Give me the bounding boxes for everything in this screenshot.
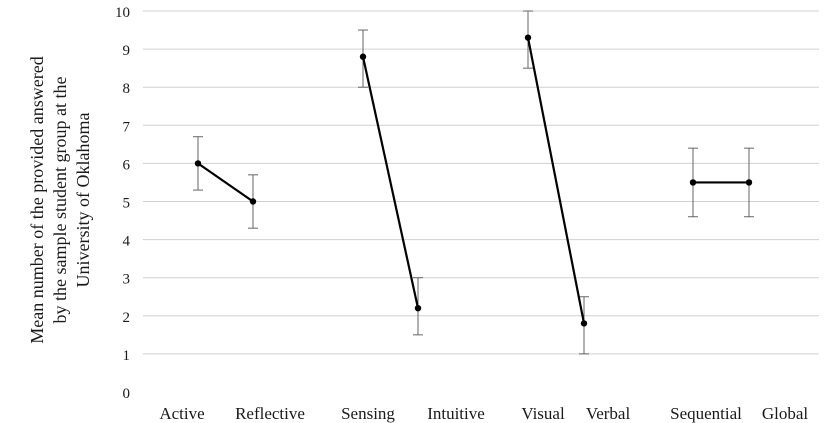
series-layer: [193, 10, 754, 355]
y-axis-title-line-1: Mean number of the provided answered: [27, 56, 47, 343]
y-tick-label-5: 5: [123, 196, 131, 212]
data-point-global: [745, 179, 753, 186]
y-tick-label-6: 6: [123, 157, 131, 173]
x-category-label-global: Global: [762, 404, 809, 423]
y-axis-title-line-3: University of Oklahoma: [73, 113, 93, 288]
x-category-label-sensing: Sensing: [341, 404, 395, 423]
data-point-intuitive: [414, 304, 422, 312]
series-2: [358, 29, 423, 336]
x-category-label-reflective: Reflective: [235, 404, 305, 423]
x-category-label-intuitive: Intuitive: [427, 404, 485, 423]
y-tick-labels: 0 1 2 3 4 5 6 7 8 9 10: [115, 5, 131, 402]
x-category-label-verbal: Verbal: [586, 404, 631, 423]
x-category-label-sequential: Sequential: [670, 404, 742, 423]
series-line-3: [526, 37, 586, 324]
data-point-reflective: [249, 198, 257, 205]
y-tick-label-9: 9: [123, 43, 131, 59]
y-tick-label-3: 3: [123, 272, 131, 288]
series-4: [688, 147, 754, 218]
y-tick-label-10: 10: [115, 5, 130, 21]
y-tick-label-1: 1: [123, 348, 131, 364]
data-point-sequential: [689, 179, 697, 186]
series-3: [523, 10, 589, 355]
y-tick-label-7: 7: [123, 119, 131, 135]
y-tick-label-8: 8: [123, 81, 131, 97]
y-tick-label-4: 4: [123, 234, 131, 250]
y-axis-title-line-2: by the sample student group at the: [50, 77, 70, 324]
y-tick-label-2: 2: [123, 310, 131, 326]
series-line-1: [197, 162, 254, 203]
data-point-active: [194, 160, 202, 167]
y-tick-label-0: 0: [123, 386, 131, 402]
data-point-verbal: [580, 320, 588, 327]
series-line-2: [361, 56, 420, 309]
series-1: [193, 136, 258, 229]
x-category-label-active: Active: [159, 404, 204, 423]
gridlines: [143, 10, 819, 355]
y-axis-title: Mean number of the provided answered by t…: [27, 56, 93, 343]
data-point-sensing: [359, 53, 367, 60]
x-category-label-visual: Visual: [521, 404, 565, 423]
x-category-labels: Active Reflective Sensing Intuitive Visual Ve…: [159, 404, 808, 423]
data-point-visual: [524, 34, 532, 41]
